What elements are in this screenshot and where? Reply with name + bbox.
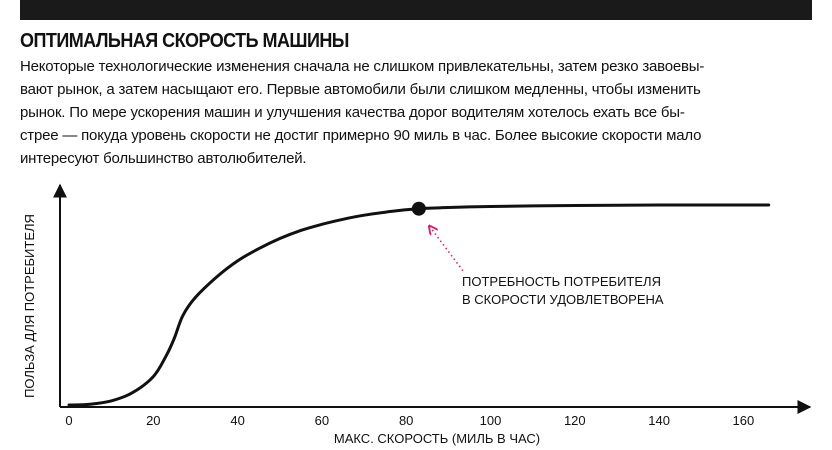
x-tick-label: 80 <box>399 413 413 428</box>
intro-line: Некоторые технологические изменения снач… <box>20 58 705 75</box>
x-tick-labels: 0 20 40 60 80 100 120 140 160 <box>65 413 754 428</box>
intro-line: вают рынок, а затем насыщают его. Первые… <box>20 81 701 98</box>
x-tick-label: 0 <box>65 413 72 428</box>
x-tick-label: 120 <box>564 413 586 428</box>
annotation-label-line-2: В СКОРОСТИ УДОВЛЕТВОРЕНА <box>462 292 664 307</box>
x-tick-label: 40 <box>230 413 244 428</box>
x-tick-label: 100 <box>480 413 502 428</box>
article-intro: Некоторые технологические изменения снач… <box>20 55 816 170</box>
y-axis-label: ПОЛЬЗА ДЛЯ ПОТРЕБИТЕЛЯ <box>22 214 37 398</box>
x-tick-label: 20 <box>146 413 160 428</box>
x-tick-label: 140 <box>648 413 670 428</box>
annotation-arrow <box>430 227 464 272</box>
intro-line: интересуют большинство автолюбителей. <box>20 150 307 167</box>
top-bar <box>20 0 812 20</box>
intro-line: стрее — покуда уровень скорости не дости… <box>20 127 702 144</box>
satisfaction-point <box>411 201 426 216</box>
x-tick-label: 160 <box>733 413 755 428</box>
x-axis-label: МАКС. СКОРОСТЬ (МИЛЬ В ЧАС) <box>334 431 540 446</box>
x-tick-label: 60 <box>315 413 329 428</box>
article-title: ОПТИМАЛЬНАЯ СКОРОСТЬ МАШИНЫ <box>20 30 349 52</box>
intro-line: рынок. По мере ускорения машин и улучшен… <box>20 104 685 121</box>
annotation-label-line-1: ПОТРЕБНОСТЬ ПОТРЕБИТЕЛЯ <box>462 274 661 289</box>
utility-curve <box>67 203 771 407</box>
